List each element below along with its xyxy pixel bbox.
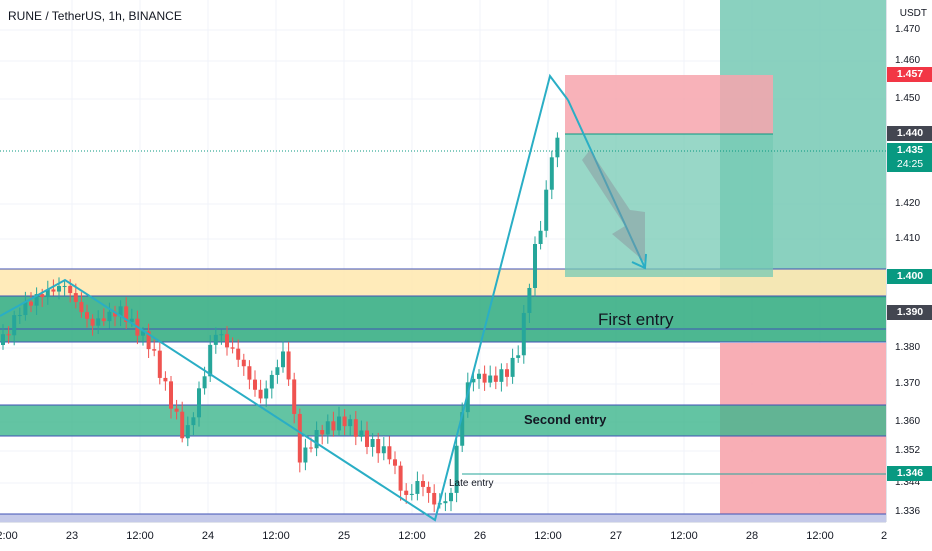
second-entry-label: Second entry bbox=[524, 412, 607, 427]
trend-pattern-line[interactable] bbox=[0, 73, 569, 522]
chart-pane[interactable]: RUNE / TetherUS, 1h, BINANCE First entry… bbox=[0, 0, 886, 522]
late-entry-label: Late entry bbox=[449, 478, 494, 489]
price-tag-entry[interactable]: 1.440 bbox=[887, 126, 932, 141]
time-tick: 12:00 bbox=[262, 530, 290, 542]
price-tick: 1.352 bbox=[895, 445, 921, 456]
short-stop-zone[interactable] bbox=[565, 75, 773, 134]
price-tag-current[interactable]: 1.435 bbox=[887, 143, 932, 158]
shadow-arrow bbox=[582, 150, 645, 262]
price-tick: 1.410 bbox=[895, 233, 921, 244]
time-tick: 12:00 bbox=[670, 530, 698, 542]
time-tick: 23 bbox=[65, 530, 79, 542]
price-tick: 1.344 bbox=[895, 477, 921, 488]
candle-countdown: 24:25 bbox=[887, 157, 932, 172]
short-target-zone[interactable] bbox=[565, 134, 773, 277]
price-tick: 1.460 bbox=[895, 55, 921, 66]
price-tick: 1.450 bbox=[895, 93, 921, 104]
time-tick: 12:00 bbox=[806, 530, 834, 542]
projection-arrow-line[interactable] bbox=[567, 99, 646, 269]
price-tag-late-entry[interactable]: 1.346 bbox=[887, 466, 932, 481]
time-tick: 12:00 bbox=[534, 530, 562, 542]
second-entry-zone[interactable] bbox=[0, 405, 886, 436]
time-tick: 24 bbox=[201, 530, 215, 542]
time-tick: 12:00 bbox=[0, 530, 18, 542]
time-tick: 12:00 bbox=[126, 530, 154, 542]
symbol-title[interactable]: RUNE / TetherUS, 1h, BINANCE bbox=[8, 9, 182, 23]
price-tick: 1.380 bbox=[895, 342, 921, 353]
price-tick: 1.370 bbox=[895, 378, 921, 389]
time-tick: 12:00 bbox=[398, 530, 426, 542]
price-tick: 1.470 bbox=[895, 24, 921, 35]
price-axis[interactable]: USDT 1.470 1.460 1.450 1.420 1.410 1.380… bbox=[886, 0, 932, 522]
time-tick: 2 bbox=[880, 530, 888, 542]
price-tag-zone[interactable]: 1.390 bbox=[887, 305, 932, 320]
candlesticks bbox=[1, 132, 560, 513]
time-tick: 28 bbox=[745, 530, 759, 542]
axis-unit-label: USDT bbox=[899, 8, 927, 19]
time-axis[interactable]: 12:00 23 12:00 24 12:00 25 12:00 26 12:0… bbox=[0, 522, 888, 551]
time-tick: 26 bbox=[473, 530, 487, 542]
price-tick: 1.360 bbox=[895, 416, 921, 427]
price-tick: 1.336 bbox=[895, 506, 921, 517]
bottom-zone[interactable] bbox=[0, 514, 886, 522]
first-entry-label: First entry bbox=[598, 310, 674, 329]
price-tag-stop[interactable]: 1.457 bbox=[887, 67, 932, 82]
price-tick: 1.420 bbox=[895, 198, 921, 209]
price-tag-target[interactable]: 1.400 bbox=[887, 269, 932, 284]
time-tick: 27 bbox=[609, 530, 623, 542]
projection-arrow-head bbox=[631, 253, 647, 270]
time-tick: 25 bbox=[337, 530, 351, 542]
price-chart[interactable] bbox=[0, 0, 886, 522]
